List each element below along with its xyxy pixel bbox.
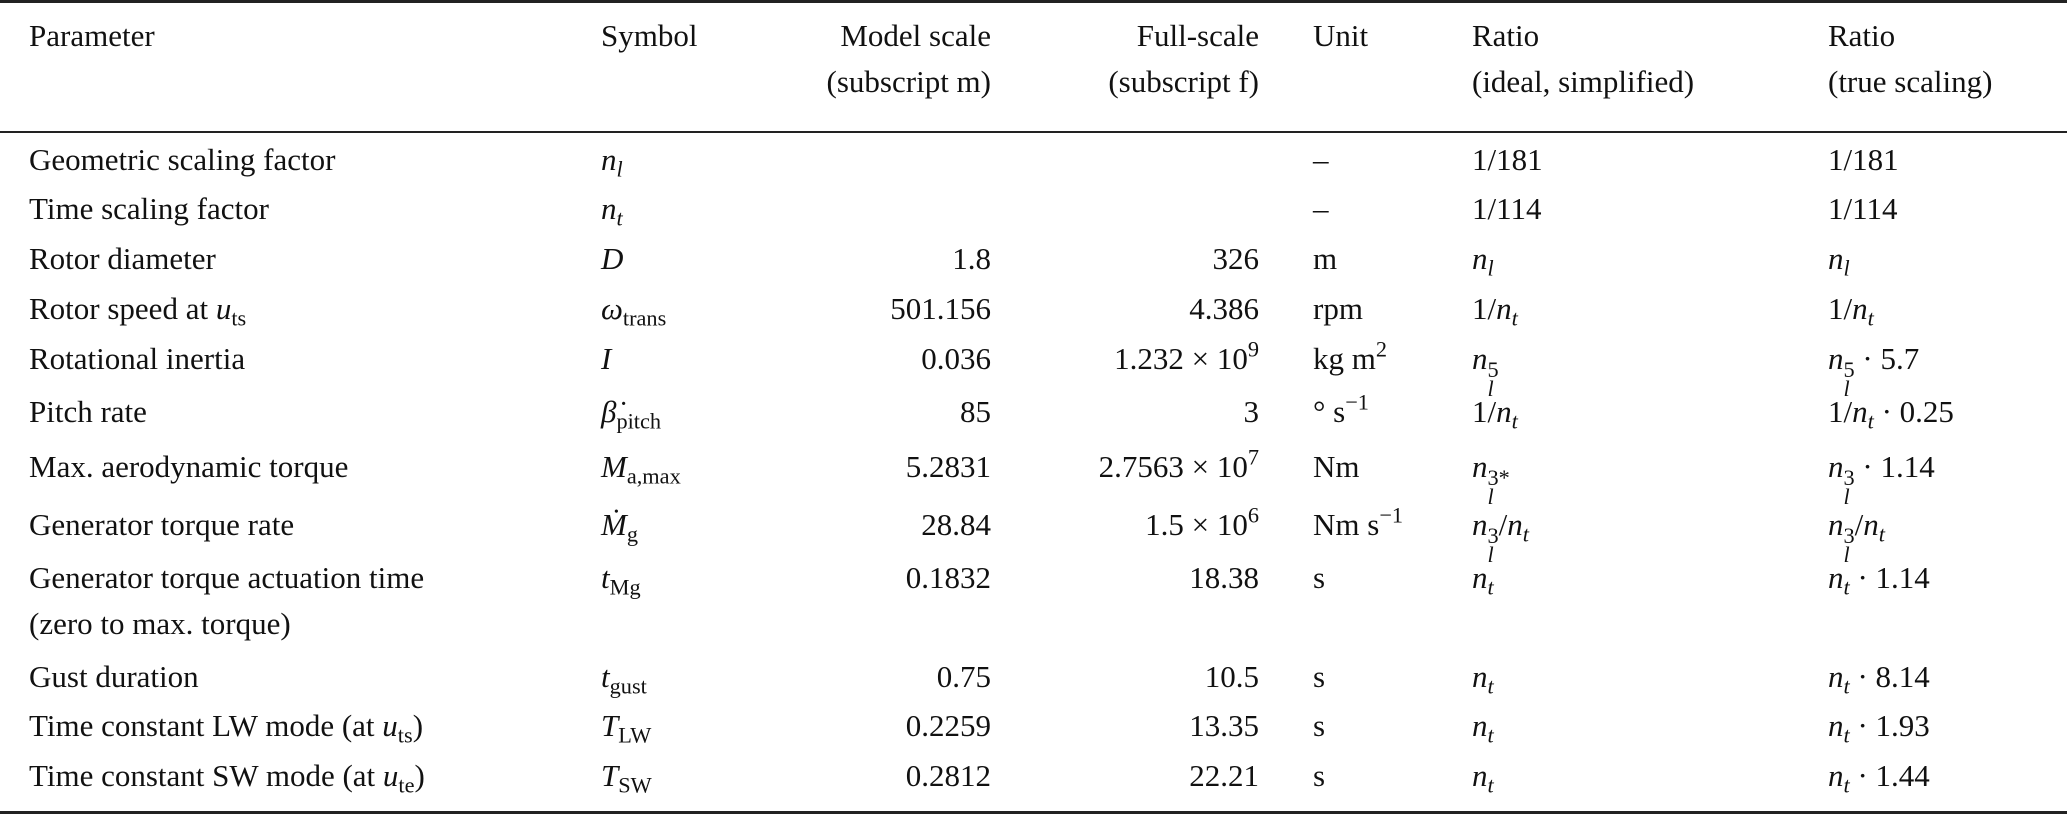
cell-true: 1/nt xyxy=(1828,291,1874,331)
cell-model: 5.2831 xyxy=(905,449,991,484)
cell-true: 1/181 xyxy=(1828,142,1899,177)
header-ratio-ideal: Ratio xyxy=(1472,18,1540,53)
cell-full: 22.21 xyxy=(1189,758,1259,793)
header-model-scale-sub: (subscript m) xyxy=(826,64,991,99)
cell-unit: ° s−1 xyxy=(1313,389,1369,429)
cell-full: 13.35 xyxy=(1189,708,1259,743)
cell-ideal: nl xyxy=(1472,241,1494,281)
cell-symbol: tgust xyxy=(601,659,647,699)
cell-parameter: Rotational inertia xyxy=(29,341,246,376)
bottom-rule xyxy=(0,811,2067,814)
cell-symbol: nl xyxy=(601,142,623,182)
cell-unit: Nm xyxy=(1313,449,1360,484)
cell-full: 1.232 × 109 xyxy=(1114,336,1259,376)
cell-unit: Nm s−1 xyxy=(1313,502,1404,542)
cell-parameter: Geometric scaling factor xyxy=(29,142,336,177)
cell-unit: s xyxy=(1313,560,1326,595)
cell-ideal: 1/181 xyxy=(1472,142,1543,177)
cell-true: nt · 1.14 xyxy=(1828,560,1930,600)
cell-ideal: 1/nt xyxy=(1472,291,1518,331)
header-ratio-true: Ratio xyxy=(1828,18,1896,53)
cell-symbol: Ma,max xyxy=(601,449,681,489)
cell-model: 0.2259 xyxy=(905,708,991,743)
cell-parameter: Max. aerodynamic torque xyxy=(29,449,349,484)
cell-unit: m xyxy=(1313,241,1338,276)
cell-model: 1.8 xyxy=(952,241,991,276)
header-parameter: Parameter xyxy=(29,18,155,53)
cell-symbol: β̇pitch xyxy=(601,394,662,434)
cell-full: 10.5 xyxy=(1204,659,1259,694)
cell-ideal: 1/nt xyxy=(1472,394,1518,434)
cell-parameter: Rotor diameter xyxy=(29,241,216,276)
cell-ideal: 1/114 xyxy=(1472,191,1542,226)
header-full-scale-sub: (subscript f) xyxy=(1108,64,1259,99)
cell-parameter: Time scaling factor xyxy=(29,191,269,226)
header-unit: Unit xyxy=(1313,18,1369,53)
cell-symbol: TSW xyxy=(601,758,652,798)
cell-ideal: nt xyxy=(1472,758,1494,798)
cell-unit: kg m2 xyxy=(1313,336,1388,376)
cell-unit: rpm xyxy=(1313,291,1363,326)
cell-full: 1.5 × 106 xyxy=(1145,502,1259,542)
header-model-scale: Model scale xyxy=(840,18,991,53)
cell-full: 2.7563 × 107 xyxy=(1098,444,1259,484)
header-full-scale: Full-scale xyxy=(1136,18,1259,53)
cell-true: 1/114 xyxy=(1828,191,1898,226)
cell-model: 0.1832 xyxy=(905,560,991,595)
cell-symbol: TLW xyxy=(601,708,652,748)
cell-ideal: nt xyxy=(1472,708,1494,748)
cell-ideal: n 3 l/nt xyxy=(1472,507,1529,567)
cell-true: nt · 1.93 xyxy=(1828,708,1930,748)
cell-ideal: nt xyxy=(1472,560,1494,600)
header-ratio-true-sub: (true scaling) xyxy=(1828,64,1993,99)
header-ratio-ideal-sub: (ideal, simplified) xyxy=(1472,64,1695,99)
cell-full: 4.386 xyxy=(1189,291,1259,326)
cell-ideal: n 3* l xyxy=(1472,449,1510,509)
cell-unit: s xyxy=(1313,659,1326,694)
cell-true: 1/nt · 0.25 xyxy=(1828,394,1954,434)
cell-parameter: Generator torque rate xyxy=(29,507,295,542)
cell-parameter: Generator torque actuation time xyxy=(29,560,425,595)
cell-parameter: Rotor speed at uts xyxy=(29,291,247,331)
cell-true: nt · 1.44 xyxy=(1828,758,1930,798)
cell-unit: s xyxy=(1313,708,1326,743)
cell-unit: – xyxy=(1313,142,1329,177)
cell-unit: – xyxy=(1313,191,1329,226)
cell-symbol: nt xyxy=(601,191,623,231)
cell-model: 28.84 xyxy=(921,507,991,542)
cell-parameter: Pitch rate xyxy=(29,394,147,429)
cell-model: 501.156 xyxy=(890,291,991,326)
cell-model: 0.036 xyxy=(921,341,991,376)
cell-parameter: Time constant SW mode (at ute) xyxy=(29,758,425,798)
cell-symbol: I xyxy=(601,341,612,376)
cell-unit: s xyxy=(1313,758,1326,793)
cell-model: 0.75 xyxy=(936,659,991,694)
cell-true: nt · 8.14 xyxy=(1828,659,1930,699)
header-symbol: Symbol xyxy=(601,18,698,53)
cell-parameter: (zero to max. torque) xyxy=(29,606,291,641)
cell-true: n 3 l/nt xyxy=(1828,507,1885,567)
cell-model: 0.2812 xyxy=(905,758,991,793)
cell-symbol: Ṁg xyxy=(601,507,638,547)
header-rule xyxy=(0,131,2067,133)
cell-true: nl xyxy=(1828,241,1850,281)
cell-symbol: D xyxy=(601,241,624,276)
cell-symbol: tMg xyxy=(601,560,641,600)
cell-model: 85 xyxy=(960,394,991,429)
cell-parameter: Time constant LW mode (at uts) xyxy=(29,708,424,748)
cell-full: 18.38 xyxy=(1189,560,1259,595)
cell-full: 3 xyxy=(1243,394,1260,429)
cell-full: 326 xyxy=(1212,241,1260,276)
cell-parameter: Gust duration xyxy=(29,659,199,694)
cell-ideal: nt xyxy=(1472,659,1494,699)
top-rule xyxy=(0,0,2067,3)
cell-symbol: ωtrans xyxy=(601,291,667,331)
